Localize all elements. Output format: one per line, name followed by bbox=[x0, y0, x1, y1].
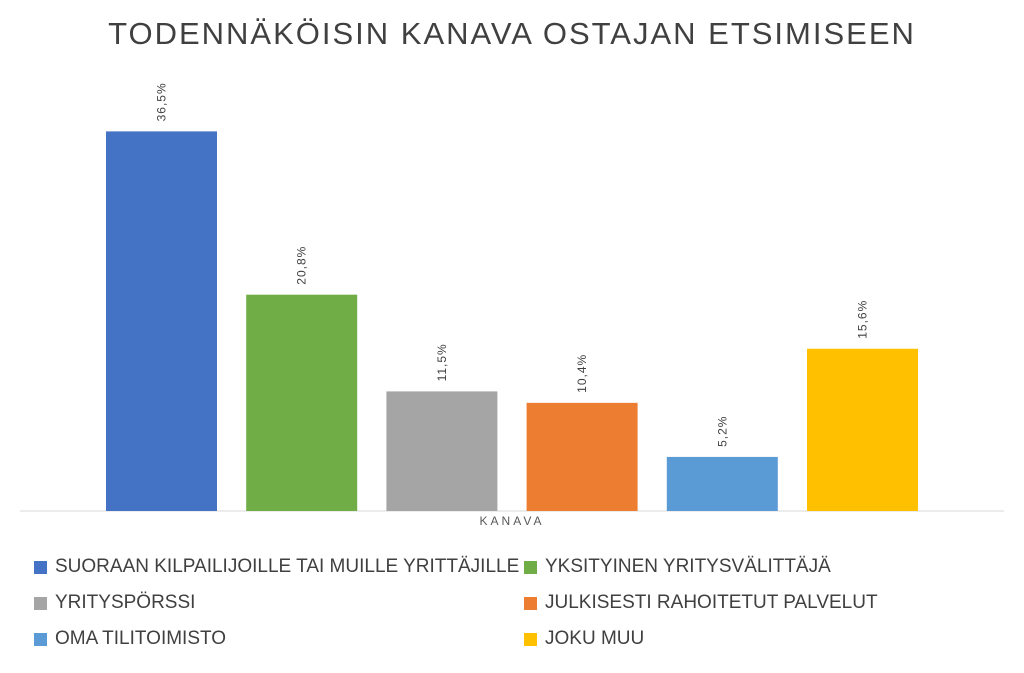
legend-label: JULKISESTI RAHOITETUT PALVELUT bbox=[545, 592, 878, 613]
bar-chart-plot: 36,5% 20,8% 11,5% 10,4% 5,2% 15,6% bbox=[20, 82, 1004, 512]
legend-swatch bbox=[34, 596, 47, 610]
data-label-2: 20,8% bbox=[295, 246, 309, 285]
bar-2 bbox=[246, 294, 358, 511]
legend-label: OMA TILITOIMISTO bbox=[55, 628, 227, 649]
legend-label: JOKU MUU bbox=[545, 628, 645, 649]
data-label-5: 5,2% bbox=[715, 416, 729, 447]
data-label-3: 11,5% bbox=[435, 343, 449, 381]
legend-item-3: YRITYSPÖRSSI bbox=[34, 592, 524, 614]
data-label-4: 10,4% bbox=[575, 354, 589, 393]
legend-swatch bbox=[524, 560, 537, 574]
legend-item-5: OMA TILITOIMISTO bbox=[34, 628, 524, 650]
bar-1 bbox=[106, 131, 217, 511]
legend-swatch bbox=[524, 596, 537, 610]
chart-legend: SUORAAN KILPAILIJOILLE TAI MUILLE YRITTÄ… bbox=[34, 556, 894, 650]
legend-swatch bbox=[34, 560, 47, 574]
legend-label: SUORAAN KILPAILIJOILLE TAI MUILLE YRITTÄ… bbox=[55, 556, 520, 577]
legend-item-2: YKSITYINEN YRITYSVÄLITTÄJÄ bbox=[524, 556, 884, 578]
bar-5 bbox=[666, 456, 778, 511]
legend-swatch bbox=[524, 632, 537, 646]
legend-label: YRITYSPÖRSSI bbox=[55, 592, 196, 613]
x-axis-label: KANAVA bbox=[479, 514, 545, 528]
legend-label: YKSITYINEN YRITYSVÄLITTÄJÄ bbox=[545, 556, 831, 577]
legend-item-4: JULKISESTI RAHOITETUT PALVELUT bbox=[524, 592, 884, 614]
legend-swatch bbox=[34, 632, 47, 646]
data-label-6: 15,6% bbox=[856, 300, 870, 339]
chart-title: TODENNÄKÖISIN KANAVA OSTAJAN ETSIMISEEN bbox=[108, 16, 916, 51]
legend-item-1: SUORAAN KILPAILIJOILLE TAI MUILLE YRITTÄ… bbox=[34, 556, 524, 578]
bar-4 bbox=[526, 402, 638, 511]
data-label-1: 36,5% bbox=[155, 82, 169, 121]
bar-3 bbox=[386, 391, 498, 511]
legend-item-6: JOKU MUU bbox=[524, 628, 884, 650]
bar-6 bbox=[807, 348, 918, 511]
